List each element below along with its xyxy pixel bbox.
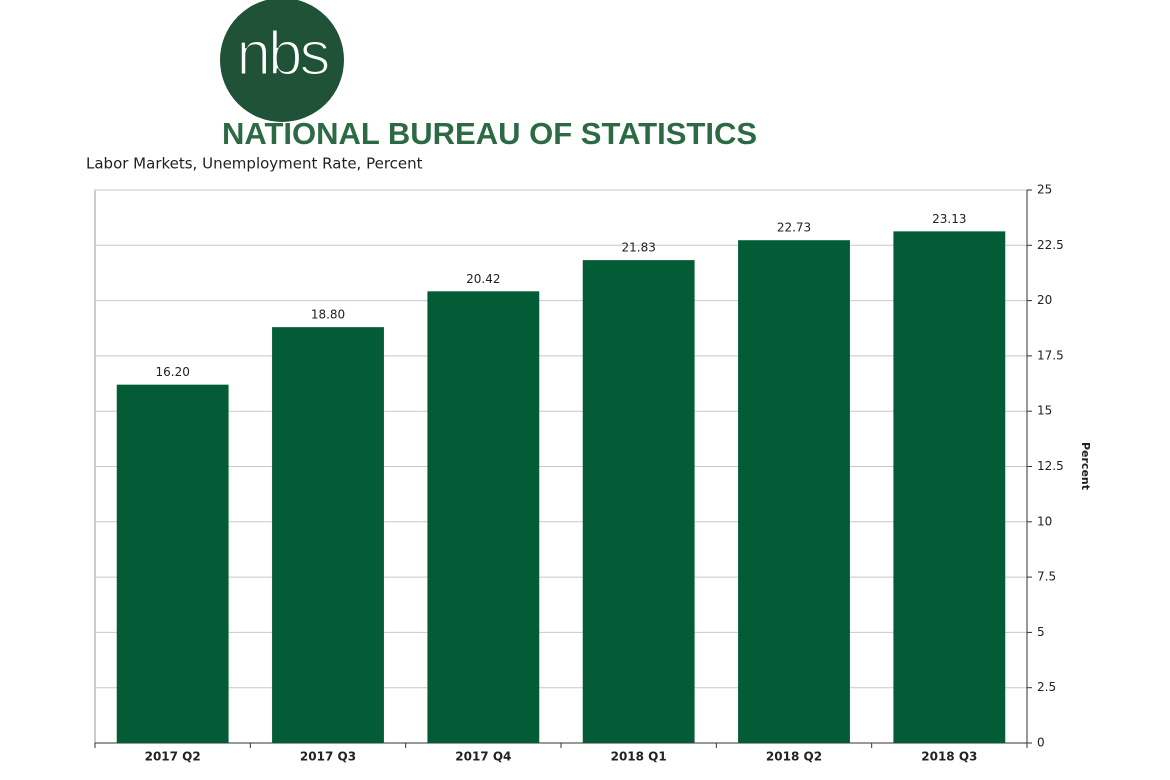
- bar: [427, 291, 540, 743]
- value-label: 20.42: [466, 272, 500, 286]
- bar: [272, 327, 384, 743]
- y-tick-label: 17.5: [1037, 348, 1064, 362]
- logo-text: nbs: [237, 19, 329, 88]
- y-tick-label: 25: [1037, 183, 1052, 197]
- y-tick-label: 10: [1037, 514, 1052, 528]
- y-tick-label: 15: [1037, 404, 1052, 418]
- bar: [893, 231, 1006, 744]
- value-label: 22.73: [777, 221, 811, 235]
- x-tick-label: 2017 Q4: [455, 750, 511, 764]
- y-tick-label: 0: [1037, 736, 1045, 750]
- x-tick-label: 2018 Q3: [921, 750, 977, 764]
- x-tick-label: 2018 Q2: [766, 750, 822, 764]
- value-label: 21.83: [621, 241, 655, 255]
- y-tick-label: 7.5: [1037, 570, 1056, 584]
- bar: [738, 240, 850, 743]
- chart-title: Labor Markets, Unemployment Rate, Percen…: [86, 155, 423, 173]
- logo-circle: [220, 0, 344, 122]
- value-label: 23.13: [932, 212, 966, 226]
- x-tick-label: 2018 Q1: [611, 750, 667, 764]
- x-tick-label: 2017 Q3: [300, 750, 356, 764]
- x-tick-label: 2017 Q2: [145, 750, 201, 764]
- y-tick-label: 22.5: [1037, 238, 1064, 252]
- bar: [116, 384, 229, 743]
- y-tick-label: 20: [1037, 293, 1052, 307]
- organization-name: NATIONAL BUREAU OF STATISTICS: [222, 116, 757, 151]
- y-tick-label: 2.5: [1037, 680, 1056, 694]
- value-label: 18.80: [311, 308, 345, 322]
- y-tick-label: 12.5: [1037, 459, 1064, 473]
- y-tick-label: 5: [1037, 625, 1045, 639]
- bar: [582, 260, 695, 743]
- y-axis-label: Percent: [1079, 442, 1092, 490]
- value-label: 16.20: [155, 365, 189, 379]
